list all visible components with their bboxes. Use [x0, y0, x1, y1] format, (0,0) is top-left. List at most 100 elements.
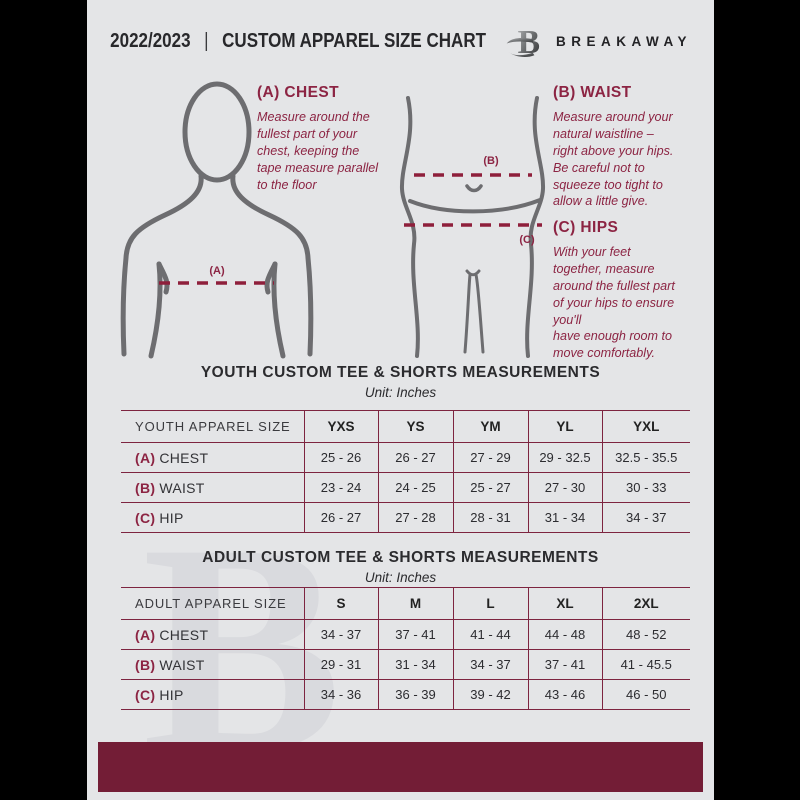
- row-label-cell: (A) CHEST: [121, 619, 304, 650]
- brand-name: BREAKAWAY: [556, 33, 693, 49]
- youth-table-header-label: YOUTH APPAREL SIZE: [121, 410, 304, 443]
- size-column-header: YS: [377, 410, 453, 443]
- table-cell: 44 - 48: [527, 619, 602, 650]
- row-label: CHEST: [159, 626, 209, 643]
- hips-instruction-body: With your feet together, measure around …: [553, 245, 675, 361]
- adult-size-table: ADULT APPAREL SIZE S M L XL 2XL (A) CHEST…: [121, 587, 690, 710]
- table-cell: 36 - 39: [377, 679, 453, 710]
- table-cell: 31 - 34: [377, 649, 453, 680]
- row-label: HIP: [159, 509, 184, 526]
- table-row: (C) HIP 26 - 27 27 - 28 28 - 31 31 - 34 3…: [121, 502, 690, 533]
- row-label-cell: (C) HIP: [121, 502, 304, 533]
- row-label: WAIST: [159, 479, 205, 496]
- header: 2022/2023 | CUSTOM APPAREL SIZE CHART B: [87, 20, 714, 62]
- size-column-header: YXL: [601, 410, 690, 443]
- row-label: CHEST: [159, 449, 209, 466]
- letterbox-left: [0, 0, 87, 800]
- table-cell: 43 - 46: [527, 679, 602, 710]
- size-column-header: S: [303, 587, 378, 620]
- hips-instruction: (C) HIPS With your feet together, measur…: [553, 219, 714, 362]
- hips-instruction-heading: (C) HIPS: [553, 219, 619, 236]
- hips-line-label: (C): [519, 234, 535, 246]
- row-label: WAIST: [159, 656, 205, 673]
- row-label-cell: (B) WAIST: [121, 472, 304, 503]
- table-cell: 39 - 42: [452, 679, 528, 710]
- waist-instruction-heading: (B) WAIST: [553, 84, 632, 101]
- youth-size-table: YOUTH APPAREL SIZE YXS YS YM YL YXL (A) C…: [121, 410, 690, 533]
- waist-instruction: (B) WAIST Measure around your natural wa…: [553, 84, 711, 210]
- table-cell: 27 - 29: [452, 442, 528, 473]
- season-year: 2022/2023: [110, 29, 191, 52]
- table-cell: 41 - 44: [452, 619, 528, 650]
- size-column-header: YXS: [303, 410, 378, 443]
- table-row: (A) CHEST 25 - 26 26 - 27 27 - 29 29 - 32…: [121, 442, 690, 473]
- chest-instruction-body: Measure around the fullest part of your …: [257, 110, 379, 192]
- row-prefix: (C): [135, 509, 156, 526]
- row-label-cell: (C) HIP: [121, 679, 304, 710]
- brand-logo: B BREAKAWAY: [505, 22, 692, 60]
- table-cell: 26 - 27: [377, 442, 453, 473]
- waist-instruction-body: Measure around your natural waistline – …: [553, 110, 674, 209]
- adult-section-title: ADULT CUSTOM TEE & SHORTS MEASUREMENTS: [202, 549, 599, 566]
- row-prefix: (B): [135, 479, 156, 496]
- youth-unit-label: Unit: Inches: [364, 385, 437, 400]
- table-cell: 41 - 45.5: [601, 649, 690, 680]
- measurement-diagrams: (A) (B) (C) (A) CHEST: [87, 0, 714, 800]
- table-cell: 37 - 41: [377, 619, 453, 650]
- table-cell: 29 - 32.5: [527, 442, 602, 473]
- table-cell: 23 - 24: [303, 472, 378, 503]
- youth-table-header-row: YOUTH APPAREL SIZE YXS YS YM YL YXL: [121, 410, 690, 443]
- row-prefix: (A): [135, 449, 156, 466]
- size-column-header: M: [377, 587, 453, 620]
- breakaway-logo-icon: B: [506, 24, 540, 60]
- page-title: 2022/2023 | CUSTOM APPAREL SIZE CHART: [110, 30, 486, 53]
- table-cell: 26 - 27: [303, 502, 378, 533]
- table-cell: 48 - 52: [601, 619, 690, 650]
- table-cell: 34 - 36: [303, 679, 378, 710]
- table-cell: 29 - 31: [303, 649, 378, 680]
- table-cell: 27 - 28: [377, 502, 453, 533]
- table-row: (C) HIP 34 - 36 36 - 39 39 - 42 43 - 46 4…: [121, 679, 690, 710]
- size-column-header: YL: [527, 410, 602, 443]
- row-prefix: (A): [135, 626, 156, 643]
- chest-line-label: (A): [209, 265, 225, 277]
- size-column-header: YM: [452, 410, 528, 443]
- title-separator: |: [204, 29, 209, 52]
- table-cell: 32.5 - 35.5: [601, 442, 690, 473]
- table-cell: 31 - 34: [527, 502, 602, 533]
- table-cell: 34 - 37: [303, 619, 378, 650]
- upper-body-figure: (A): [120, 81, 314, 359]
- row-label-cell: (B) WAIST: [121, 649, 304, 680]
- table-cell: 28 - 31: [452, 502, 528, 533]
- table-cell: 25 - 26: [303, 442, 378, 473]
- table-cell: 37 - 41: [527, 649, 602, 680]
- waist-line-label: (B): [483, 155, 499, 167]
- table-cell: 24 - 25: [377, 472, 453, 503]
- size-column-header: 2XL: [601, 587, 690, 620]
- chest-instruction-heading: (A) CHEST: [257, 84, 339, 101]
- table-cell: 25 - 27: [452, 472, 528, 503]
- size-column-header: XL: [527, 587, 602, 620]
- table-cell: 34 - 37: [452, 649, 528, 680]
- row-prefix: (B): [135, 656, 156, 673]
- chart-page: B 2022/2023 | CUSTOM APPAREL SIZE CHART: [87, 0, 714, 800]
- table-cell: 30 - 33: [601, 472, 690, 503]
- chart-title: CUSTOM APPAREL SIZE CHART: [222, 29, 486, 52]
- size-column-header: L: [452, 587, 528, 620]
- adult-table-header-row: ADULT APPAREL SIZE S M L XL 2XL: [121, 587, 690, 620]
- table-cell: 27 - 30: [527, 472, 602, 503]
- adult-table-header-label: ADULT APPAREL SIZE: [121, 587, 304, 620]
- footer-accent-bar: [98, 742, 703, 792]
- table-row: (A) CHEST 34 - 37 37 - 41 41 - 44 44 - 48…: [121, 619, 690, 650]
- youth-section-title: YOUTH CUSTOM TEE & SHORTS MEASUREMENTS: [200, 364, 601, 381]
- table-cell: 34 - 37: [601, 502, 690, 533]
- letterbox-right: [714, 0, 800, 800]
- row-label-cell: (A) CHEST: [121, 442, 304, 473]
- lower-body-figure: (B) (C): [399, 96, 546, 358]
- row-prefix: (C): [135, 686, 156, 703]
- table-cell: 46 - 50: [601, 679, 690, 710]
- table-row: (B) WAIST 29 - 31 31 - 34 34 - 37 37 - 41…: [121, 649, 690, 680]
- row-label: HIP: [159, 686, 184, 703]
- adult-unit-label: Unit: Inches: [364, 570, 437, 585]
